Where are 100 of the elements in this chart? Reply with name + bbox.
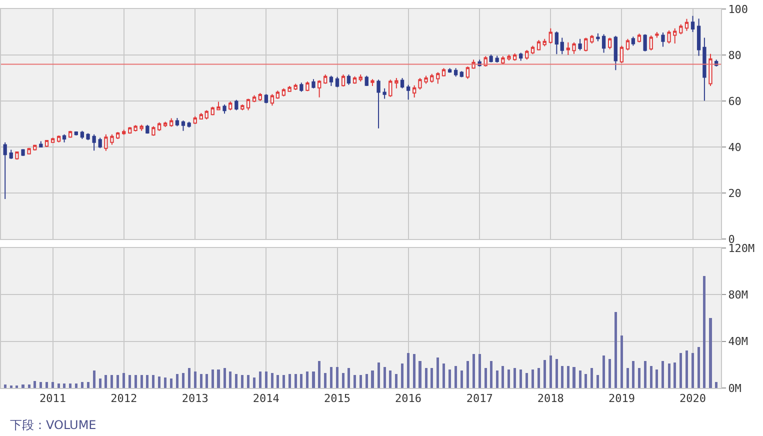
candlestick — [412, 84, 416, 98]
bar — [460, 370, 463, 388]
candlestick — [246, 98, 250, 111]
bar — [560, 366, 564, 388]
bar — [418, 361, 422, 388]
bar — [596, 375, 600, 388]
candlestick — [560, 37, 564, 55]
bar — [472, 354, 475, 388]
candlestick — [643, 34, 647, 52]
bar — [158, 376, 161, 388]
bar — [140, 375, 143, 388]
candlestick — [376, 79, 380, 129]
bar — [34, 381, 36, 388]
bar — [170, 378, 173, 388]
bar — [407, 353, 410, 388]
bar — [194, 372, 196, 388]
candlestick — [352, 76, 357, 84]
bar — [176, 374, 178, 388]
candlestick — [324, 74, 328, 84]
candlestick — [163, 121, 168, 128]
candlestick — [80, 130, 84, 140]
candlestick — [56, 135, 61, 143]
candlestick — [9, 149, 13, 160]
y-tick-label: 40M — [728, 335, 748, 348]
bar — [680, 353, 682, 388]
candlestick — [335, 76, 340, 88]
candlestick — [684, 18, 689, 32]
bar — [632, 361, 634, 388]
candlestick — [181, 120, 186, 132]
candlestick — [578, 38, 582, 51]
candlestick — [436, 72, 440, 84]
candlestick — [3, 142, 7, 200]
candlestick — [21, 148, 25, 156]
candlestick — [258, 92, 262, 102]
bar — [152, 375, 155, 388]
bar — [709, 318, 712, 388]
bar — [401, 364, 404, 388]
candlestick — [312, 78, 316, 89]
bar — [496, 370, 498, 388]
bar — [703, 276, 706, 388]
bar — [454, 366, 458, 388]
candlestick — [140, 124, 144, 132]
bar — [52, 382, 54, 388]
candlestick — [44, 140, 49, 148]
candlestick — [626, 38, 630, 51]
candlestick — [512, 52, 517, 62]
bar — [294, 374, 297, 388]
bar — [413, 354, 416, 388]
bar — [336, 367, 339, 388]
candlestick — [655, 32, 659, 38]
candlestick — [572, 42, 576, 54]
bar — [241, 375, 244, 388]
x-tick-label: 2014 — [252, 392, 280, 406]
bar — [188, 368, 190, 388]
candlestick — [406, 84, 410, 100]
candlestick — [104, 134, 108, 152]
bar — [668, 364, 670, 388]
candlestick — [240, 104, 244, 111]
bar — [110, 375, 114, 388]
bar — [324, 372, 327, 388]
bar — [478, 354, 481, 388]
candlestick — [39, 140, 43, 148]
candlestick — [667, 30, 671, 44]
bar — [182, 372, 184, 388]
candlestick — [430, 73, 434, 84]
bar — [555, 358, 558, 388]
candlestick — [489, 54, 493, 63]
bar — [365, 374, 368, 388]
bar — [650, 366, 652, 388]
candlestick — [495, 55, 499, 64]
y-tick-label: 100 — [728, 2, 748, 16]
bar — [217, 369, 220, 388]
candlestick — [74, 130, 78, 136]
candlestick — [27, 147, 31, 155]
candlestick — [122, 129, 126, 136]
candlestick — [33, 144, 37, 151]
x-tick-label: 2020 — [680, 392, 706, 406]
candlestick — [62, 134, 66, 143]
bar — [312, 372, 315, 388]
bar — [436, 358, 440, 388]
bar — [674, 362, 676, 388]
candlestick — [370, 78, 374, 87]
candlestick — [519, 52, 523, 62]
candlestick — [152, 126, 156, 136]
bar — [424, 368, 428, 388]
candlestick — [329, 75, 334, 87]
candlestick — [204, 110, 208, 120]
candlestick — [590, 34, 594, 44]
candlestick — [175, 118, 180, 127]
bar — [656, 369, 658, 388]
candlestick — [98, 137, 102, 149]
bar — [698, 347, 700, 388]
y-tick-label: 20 — [728, 186, 742, 200]
bar — [490, 361, 492, 388]
candlestick — [358, 74, 362, 82]
candlestick — [116, 132, 120, 140]
candlestick — [210, 106, 214, 116]
bar — [164, 378, 167, 388]
bar — [614, 312, 617, 388]
candlestick — [222, 104, 226, 114]
